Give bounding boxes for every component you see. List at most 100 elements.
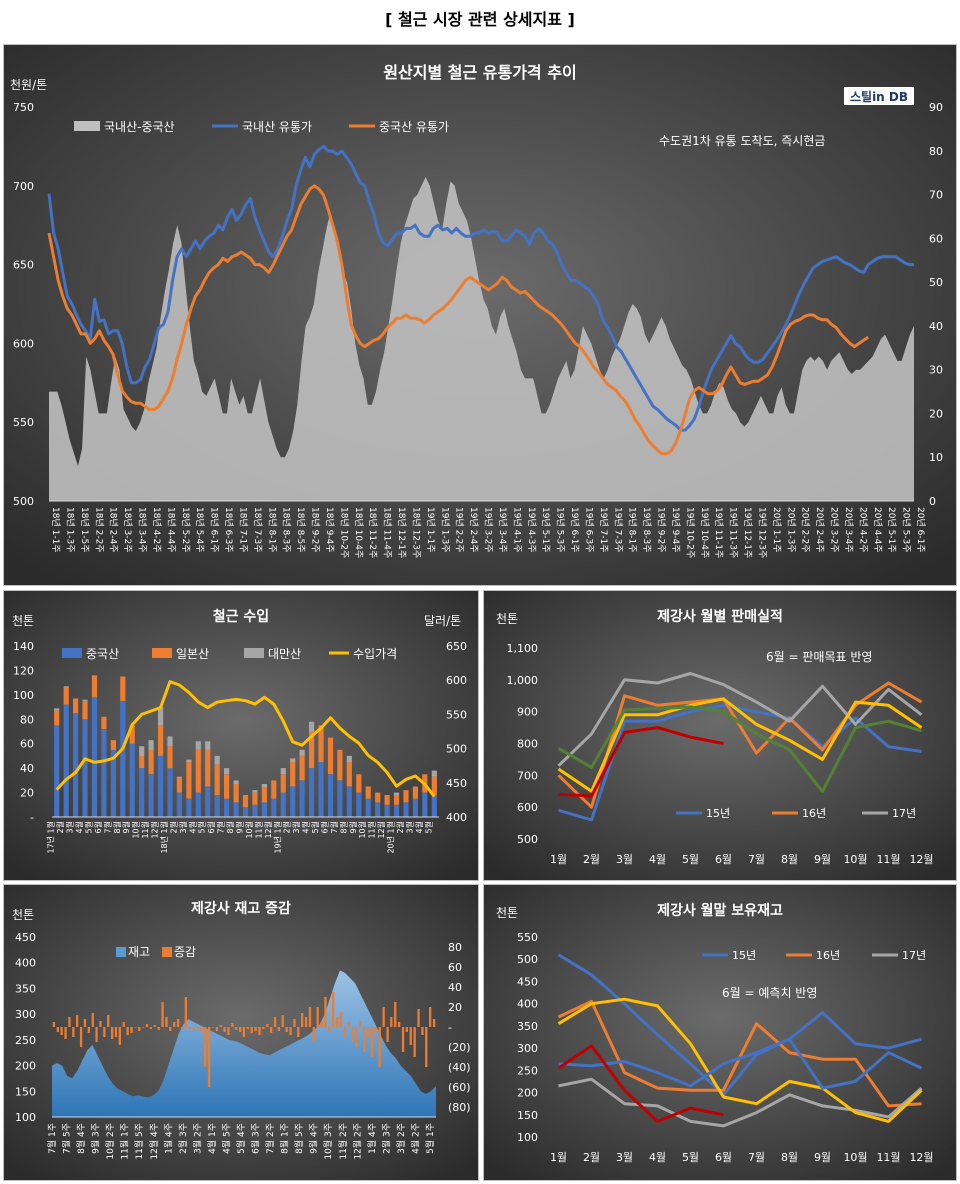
y-tick-label: 350 bbox=[15, 982, 36, 995]
x-tick-label: 19년 1-1주 bbox=[425, 507, 436, 553]
legend-label: 중국산 bbox=[86, 647, 119, 661]
bar-china bbox=[375, 802, 381, 817]
x-tick-label: 3월 bbox=[178, 821, 188, 833]
x-tick-label: 6월 3주 bbox=[250, 1123, 262, 1154]
x-tick-label: 18년 10-2주 bbox=[338, 507, 349, 558]
x-tick-label: 19년 6-1주 bbox=[569, 507, 580, 553]
bar-stock-change bbox=[219, 1025, 222, 1027]
bar-china bbox=[346, 786, 352, 817]
x-tick-label: 19년 1월 bbox=[272, 821, 282, 854]
chart-title: 원산지별 철근 유통가격 추이 bbox=[383, 63, 576, 82]
x-tick-label: 2월 3주 bbox=[380, 1123, 392, 1154]
bar-china bbox=[318, 762, 324, 817]
bar-stock-change bbox=[258, 1027, 261, 1035]
bar-japan bbox=[176, 777, 182, 793]
x-tick-label: 1월 bbox=[550, 853, 567, 866]
x-tick-label: 20년 1-1주 bbox=[771, 507, 782, 553]
bar-stock-change bbox=[99, 1021, 102, 1027]
x-tick-label: 18년 3-4주 bbox=[137, 507, 148, 553]
x-tick-label: 20년 1월 bbox=[386, 821, 396, 854]
bar-taiwan bbox=[299, 749, 305, 756]
bar-china bbox=[167, 768, 173, 817]
bar-stock-change bbox=[118, 1027, 121, 1045]
y2-tick-label: (40) bbox=[448, 1061, 471, 1074]
x-tick-label: 9월 bbox=[121, 821, 131, 833]
legend-label: 15년 bbox=[732, 949, 756, 962]
x-tick-label: 8월 bbox=[112, 821, 122, 833]
bar-japan bbox=[252, 792, 258, 805]
x-tick-label: 18년 4-2주 bbox=[151, 507, 162, 553]
bar-stock-change bbox=[363, 1027, 366, 1052]
bar-stock-change bbox=[192, 1027, 195, 1030]
x-tick-label: 8월 1주 bbox=[279, 1123, 291, 1154]
bar-taiwan bbox=[63, 686, 69, 688]
y2-tick-label: 50 bbox=[929, 276, 943, 289]
bar-stock-change bbox=[293, 1019, 296, 1027]
bar-stock-change bbox=[297, 1027, 300, 1037]
bar-stock-change bbox=[246, 1027, 249, 1029]
x-tick-label: 18년 1-1주 bbox=[50, 507, 61, 553]
bar-stock-change bbox=[285, 1027, 288, 1032]
bar-stock-change bbox=[122, 1022, 125, 1027]
chart-note: 6월 = 판매목표 반영 bbox=[766, 650, 872, 664]
x-tick-label: 19년 3-4주 bbox=[497, 507, 508, 553]
x-tick-label: 18년 1-5주 bbox=[79, 507, 90, 553]
y-tick-label: 80 bbox=[20, 713, 34, 726]
bar-stock-change bbox=[149, 1027, 152, 1029]
bar-stock-change bbox=[405, 1027, 408, 1032]
bar-stock-change bbox=[390, 1017, 393, 1027]
x-tick-label: 19년 12-1주 bbox=[742, 507, 753, 558]
bar-stock-change bbox=[235, 1027, 238, 1030]
x-tick-label: 8월 4주 bbox=[75, 1123, 87, 1154]
bar-taiwan bbox=[186, 759, 192, 762]
bar-stock-change bbox=[145, 1024, 149, 1027]
x-tick-label: 18년 11-4주 bbox=[382, 507, 393, 558]
y2-tick-label: 10 bbox=[929, 451, 943, 464]
x-tick-label: 6월 bbox=[319, 821, 329, 833]
bar-stock-change bbox=[87, 1027, 90, 1033]
bar-china bbox=[186, 798, 192, 817]
y-tick-label: 450 bbox=[15, 931, 36, 944]
x-tick-label: 19년 4-1주 bbox=[511, 507, 522, 553]
bar-japan bbox=[271, 780, 277, 799]
y2-tick-label: 550 bbox=[446, 708, 467, 721]
x-tick-label: 5월 bbox=[197, 821, 207, 833]
x-tick-label: 19년 11-1주 bbox=[713, 507, 724, 558]
x-tick-label: 11월 bbox=[367, 821, 377, 839]
x-tick-label: 11월 bbox=[876, 853, 900, 866]
bar-stock-change bbox=[425, 1027, 428, 1067]
legend-label: 16년 bbox=[816, 949, 840, 962]
bar-china bbox=[214, 795, 220, 817]
bar-stock-change bbox=[196, 1027, 199, 1029]
x-tick-label: 2월 bbox=[55, 821, 65, 833]
bar-stock-change bbox=[370, 1027, 374, 1057]
month-end-stock-svg: 제강사 월말 보유재고 천톤 6월 = 예측치 반영 100 150 200 250 300 3… bbox=[484, 885, 956, 1180]
x-tick-label: 10월 bbox=[244, 821, 254, 839]
bar-stock-change bbox=[52, 1022, 56, 1027]
x-tick-label: 20년 5-3주 bbox=[901, 507, 912, 553]
x-tick-label: 18년 4-4주 bbox=[165, 507, 176, 553]
bar-taiwan bbox=[346, 755, 352, 762]
x-tick-label: 19년 4-3주 bbox=[526, 507, 537, 553]
x-tick-label: 19년 3-2주 bbox=[483, 507, 494, 553]
x-tick-label: 18년 7-1주 bbox=[237, 507, 248, 553]
y2-tick-label: 80 bbox=[929, 145, 943, 158]
bar-stock-change bbox=[386, 1027, 389, 1042]
chart-note: 수도권1차 유통 도착도, 즉시현금 bbox=[659, 134, 825, 148]
y2-tick-label: 600 bbox=[446, 674, 467, 687]
y-tick-label: 40 bbox=[20, 762, 34, 775]
x-tick-label: 4월 bbox=[649, 853, 666, 866]
x-tick-label: 6월 bbox=[93, 821, 103, 833]
bar-stock-change bbox=[103, 1027, 106, 1037]
y-tick-label: - bbox=[30, 811, 34, 824]
bar-japan bbox=[327, 737, 334, 775]
bar-stock-change bbox=[429, 1007, 432, 1027]
legend-label: 재고 bbox=[128, 945, 150, 959]
x-tick-label: 17년 1월 bbox=[46, 821, 56, 854]
y-tick-label: 400 bbox=[517, 998, 538, 1011]
legend-label: 국내산-중국산 bbox=[104, 120, 175, 134]
bar-japan bbox=[139, 755, 145, 769]
x-tick-label: 3월 2주 bbox=[395, 1123, 407, 1154]
bar-stock-change bbox=[347, 1022, 350, 1027]
bar-china bbox=[195, 792, 201, 817]
